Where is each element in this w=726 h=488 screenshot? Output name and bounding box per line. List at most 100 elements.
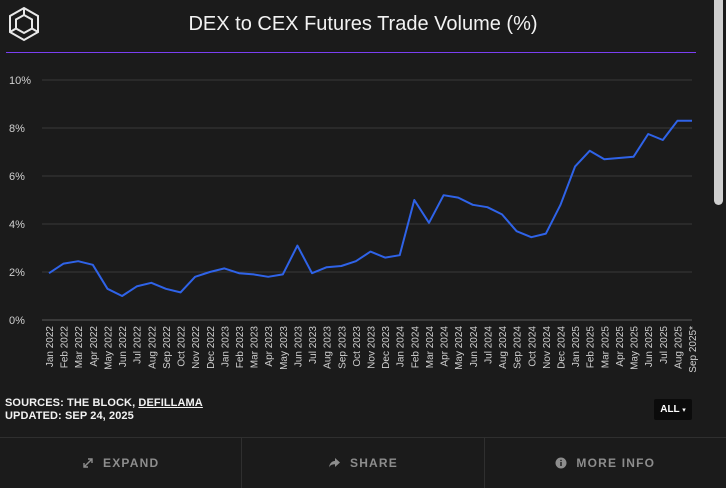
x-tick-label: Aug 2025 bbox=[673, 326, 684, 369]
x-tick-label: Sep 2023 bbox=[337, 326, 348, 369]
x-tick-label: Feb 2024 bbox=[410, 326, 421, 369]
x-tick-label: Nov 2024 bbox=[542, 326, 553, 369]
data-point[interactable] bbox=[237, 271, 241, 275]
x-tick-label: May 2024 bbox=[454, 326, 465, 370]
data-point[interactable] bbox=[179, 290, 183, 294]
data-point[interactable] bbox=[690, 119, 694, 123]
data-point[interactable] bbox=[354, 259, 358, 263]
line-chart: 0% 2% 4% 6% 8% 10% Jan 2022 Feb 2022 Mar 2022 Apr… bbox=[9, 75, 699, 373]
data-point[interactable] bbox=[646, 132, 650, 136]
share-button[interactable]: SHARE bbox=[241, 438, 483, 488]
expand-button[interactable]: EXPAND bbox=[0, 438, 241, 488]
sources-block: SOURCES: THE BLOCK, DEFILLAMA UPDATED: S… bbox=[5, 397, 203, 423]
y-tick-label: 0% bbox=[9, 315, 25, 327]
x-tick-label: Mar 2025 bbox=[600, 326, 611, 369]
x-tick-label: Feb 2022 bbox=[60, 326, 71, 369]
data-point[interactable] bbox=[471, 203, 475, 207]
data-point[interactable] bbox=[135, 284, 139, 288]
data-point[interactable] bbox=[47, 271, 51, 275]
x-tick-label: Jun 2022 bbox=[118, 326, 129, 368]
data-point[interactable] bbox=[442, 193, 446, 197]
x-tick-label: Jul 2025 bbox=[659, 326, 670, 364]
data-point[interactable] bbox=[164, 287, 168, 291]
data-point[interactable] bbox=[310, 271, 314, 275]
updated-date: UPDATED: SEP 24, 2025 bbox=[5, 410, 134, 422]
x-tick-label: Jul 2022 bbox=[133, 326, 144, 364]
data-point[interactable] bbox=[208, 270, 212, 274]
data-point[interactable] bbox=[91, 263, 95, 267]
chart-title: DEX to CEX Futures Trade Volume (%) bbox=[188, 13, 538, 35]
data-point[interactable] bbox=[339, 264, 343, 268]
x-tick-label: Apr 2022 bbox=[89, 326, 100, 367]
sources-label: SOURCES: THE BLOCK, bbox=[5, 397, 139, 409]
expand-arrows-icon bbox=[83, 458, 93, 468]
data-point[interactable] bbox=[617, 156, 621, 160]
data-point[interactable] bbox=[105, 287, 109, 291]
data-point[interactable] bbox=[632, 155, 636, 159]
data-point[interactable] bbox=[573, 164, 577, 168]
data-point[interactable] bbox=[456, 196, 460, 200]
x-tick-label: Jan 2022 bbox=[45, 326, 56, 368]
x-tick-label: Sep 2022 bbox=[162, 326, 173, 369]
x-tick-label: Jun 2024 bbox=[469, 326, 480, 368]
series-line bbox=[48, 119, 692, 297]
share-label: SHARE bbox=[349, 456, 398, 470]
scrollbar-thumb[interactable] bbox=[714, 0, 723, 205]
x-tick-label: Sep 2025* bbox=[688, 326, 699, 373]
defillama-link[interactable]: DEFILLAMA bbox=[138, 397, 203, 409]
data-point[interactable] bbox=[295, 244, 299, 248]
data-point[interactable] bbox=[76, 259, 80, 263]
x-tick-label: Oct 2022 bbox=[177, 326, 188, 367]
y-tick-label: 8% bbox=[9, 123, 25, 135]
more-info-label: MORE INFO bbox=[576, 456, 656, 470]
x-tick-label: Apr 2025 bbox=[615, 326, 626, 367]
y-tick-label: 10% bbox=[9, 75, 31, 87]
footer-toolbar: EXPAND SHARE MORE INFO bbox=[0, 437, 726, 488]
x-tick-label: Jun 2023 bbox=[293, 326, 304, 368]
x-tick-label: Aug 2024 bbox=[498, 326, 509, 369]
data-point[interactable] bbox=[675, 119, 679, 123]
data-point[interactable] bbox=[588, 149, 592, 153]
x-tick-label: Jul 2024 bbox=[483, 326, 494, 364]
data-point[interactable] bbox=[500, 212, 504, 216]
data-point[interactable] bbox=[383, 256, 387, 260]
expand-label: EXPAND bbox=[103, 456, 160, 470]
more-info-button[interactable]: MORE INFO bbox=[483, 438, 726, 488]
x-tick-label: Aug 2023 bbox=[323, 326, 334, 369]
x-tick-label: Jan 2024 bbox=[396, 326, 407, 368]
cube-logo-icon bbox=[9, 6, 39, 42]
data-point[interactable] bbox=[281, 272, 285, 276]
data-point[interactable] bbox=[544, 232, 548, 236]
data-point[interactable] bbox=[485, 205, 489, 209]
x-tick-label: Jun 2025 bbox=[644, 326, 655, 368]
data-point[interactable] bbox=[529, 235, 533, 239]
data-point[interactable] bbox=[412, 198, 416, 202]
x-tick-label: Dec 2023 bbox=[381, 326, 392, 369]
data-point[interactable] bbox=[149, 281, 153, 285]
data-point[interactable] bbox=[62, 262, 66, 266]
data-point[interactable] bbox=[222, 266, 226, 270]
data-point[interactable] bbox=[266, 275, 270, 279]
data-point[interactable] bbox=[369, 250, 373, 254]
y-tick-label: 2% bbox=[9, 267, 25, 279]
page-scrollbar[interactable] bbox=[711, 0, 726, 210]
info-circle-icon bbox=[555, 457, 567, 469]
range-dropdown[interactable]: ALL ▾ bbox=[654, 399, 692, 420]
y-tick-label: 4% bbox=[9, 219, 25, 231]
chart-header: DEX to CEX Futures Trade Volume (%) bbox=[0, 0, 726, 52]
data-point[interactable] bbox=[558, 203, 562, 207]
x-tick-label: Mar 2022 bbox=[74, 326, 85, 369]
x-tick-label: Feb 2023 bbox=[235, 326, 246, 369]
sources-line: SOURCES: THE BLOCK, DEFILLAMA bbox=[5, 397, 203, 410]
data-point[interactable] bbox=[193, 275, 197, 279]
data-point[interactable] bbox=[325, 265, 329, 269]
data-point[interactable] bbox=[252, 272, 256, 276]
data-point[interactable] bbox=[427, 221, 431, 225]
x-tick-label: May 2023 bbox=[279, 326, 290, 370]
data-point[interactable] bbox=[661, 138, 665, 142]
data-point[interactable] bbox=[120, 294, 124, 298]
data-point[interactable] bbox=[602, 157, 606, 161]
data-point[interactable] bbox=[515, 229, 519, 233]
x-tick-label: Apr 2023 bbox=[264, 326, 275, 367]
data-point[interactable] bbox=[398, 253, 402, 257]
